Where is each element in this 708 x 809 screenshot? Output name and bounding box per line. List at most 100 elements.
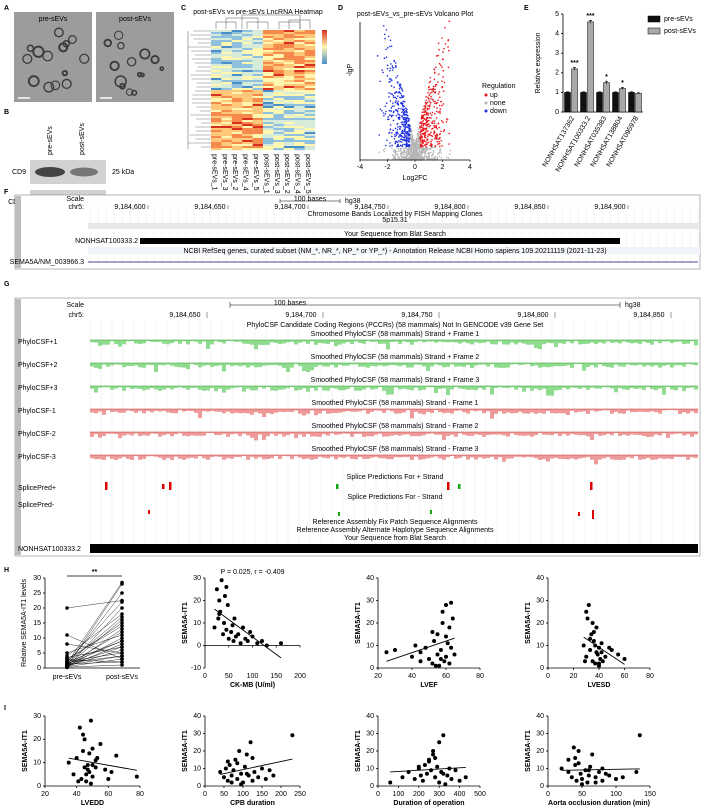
heatmap-cell [252, 140, 264, 143]
phylocsf-bar [266, 455, 270, 459]
phylocsf-bar [306, 455, 310, 459]
point [595, 652, 600, 657]
heatmap-cell [211, 134, 222, 137]
heatmap-cell [221, 96, 232, 99]
phylocsf-bar [314, 455, 318, 459]
phylocsf-bar [294, 340, 298, 345]
volcano-point [407, 146, 410, 149]
phylocsf-bar [402, 455, 406, 458]
phylocsf-bar [334, 432, 338, 435]
heatmap-cell [221, 142, 232, 145]
y-tick-label: 5 [37, 650, 41, 657]
heatmap-cell [304, 66, 316, 69]
heatmap-cell [263, 82, 274, 85]
x-tick-label: 100 [393, 791, 405, 798]
blot-band [70, 167, 98, 177]
volcano-point [416, 150, 418, 152]
heatmap-cell [263, 38, 274, 41]
phylocsf-bar [494, 432, 498, 435]
heatmap-cell [231, 62, 243, 65]
phylocsf-bar [506, 455, 510, 459]
phylocsf-bar [278, 386, 282, 390]
volcano-point [401, 153, 403, 155]
point [600, 659, 605, 664]
heatmap-cell [242, 68, 253, 71]
heatmap-cell [211, 102, 222, 105]
volcano-point [395, 100, 397, 102]
phylocsf-bar [462, 432, 466, 435]
volcano-point [420, 130, 423, 132]
heatmap-cell [221, 30, 232, 33]
heatmap-cell [211, 142, 222, 145]
phylocsf-bar [202, 409, 206, 412]
phylocsf-bar [394, 432, 398, 435]
phylocsf-bar [430, 432, 434, 434]
phylocsf-bar [378, 386, 382, 388]
phylocsf-bar [470, 432, 474, 436]
phylocsf-bar [254, 386, 258, 391]
point [120, 621, 124, 625]
x-tick-label: -4 [357, 164, 363, 171]
point [427, 657, 431, 661]
heatmap-cell [304, 138, 316, 141]
volcano-point [392, 110, 395, 113]
heatmap-cell [263, 80, 274, 83]
volcano-point [407, 132, 410, 135]
heatmap-cell [221, 144, 232, 147]
volcano-point [432, 85, 435, 88]
phylocsf-bar [530, 340, 534, 345]
heatmap-cell [231, 86, 243, 89]
x-tick-label: 100 [610, 791, 622, 798]
bar [619, 88, 626, 113]
phylocsf-bar [386, 363, 390, 366]
scale-bar [229, 302, 621, 308]
heatmap-cell [231, 142, 243, 145]
volcano-point [441, 144, 443, 147]
phylocsf-bar [418, 455, 422, 460]
volcano-point [417, 133, 419, 136]
y-tick-label: 0 [197, 783, 201, 790]
heatmap-cell [294, 108, 305, 111]
heatmap-cell [252, 122, 264, 125]
heatmap-cell [273, 60, 284, 63]
point [84, 779, 89, 784]
heatmap-cell [273, 148, 284, 151]
phylocsf-bar [550, 340, 554, 344]
heatmap-cell [242, 148, 253, 151]
volcano-point [437, 54, 440, 57]
volcano-point [402, 112, 405, 115]
phylocsf-bar [170, 386, 174, 390]
volcano-point [438, 91, 441, 93]
volcano-point [413, 157, 415, 160]
phylocsf-bar [250, 409, 254, 415]
phylocsf-bar [350, 386, 354, 388]
phylocsf-bar [226, 363, 230, 365]
heatmap-cell [283, 66, 295, 69]
phylocsf-bar [398, 432, 402, 436]
volcano-point [434, 83, 437, 86]
heatmap-cell [263, 36, 274, 39]
heatmap-cell [263, 88, 274, 91]
volcano-point [392, 155, 395, 158]
point [418, 650, 423, 655]
pair-line [66, 640, 123, 663]
phylocsf-bar [118, 386, 122, 388]
x-tick-label: 40 [408, 673, 416, 680]
phylocsf-bar [150, 386, 154, 388]
heatmap-cell [231, 54, 243, 57]
vesicle [32, 45, 45, 58]
track-label: SplicePred+ [18, 485, 56, 492]
phylocsf-bar [134, 455, 138, 457]
heatmap-cell [231, 34, 243, 37]
heatmap-cell [294, 34, 305, 37]
heatmap-cell [294, 64, 305, 67]
position-label: 9,184,850 [514, 204, 545, 211]
phylocsf-bar [102, 409, 106, 415]
point [85, 763, 90, 767]
volcano-point [394, 158, 397, 160]
volcano-point [398, 125, 401, 128]
phylocsf-bar [410, 455, 414, 460]
heatmap-cell [304, 64, 316, 67]
volcano-point [432, 90, 435, 92]
phylocsf-bar [130, 432, 134, 436]
